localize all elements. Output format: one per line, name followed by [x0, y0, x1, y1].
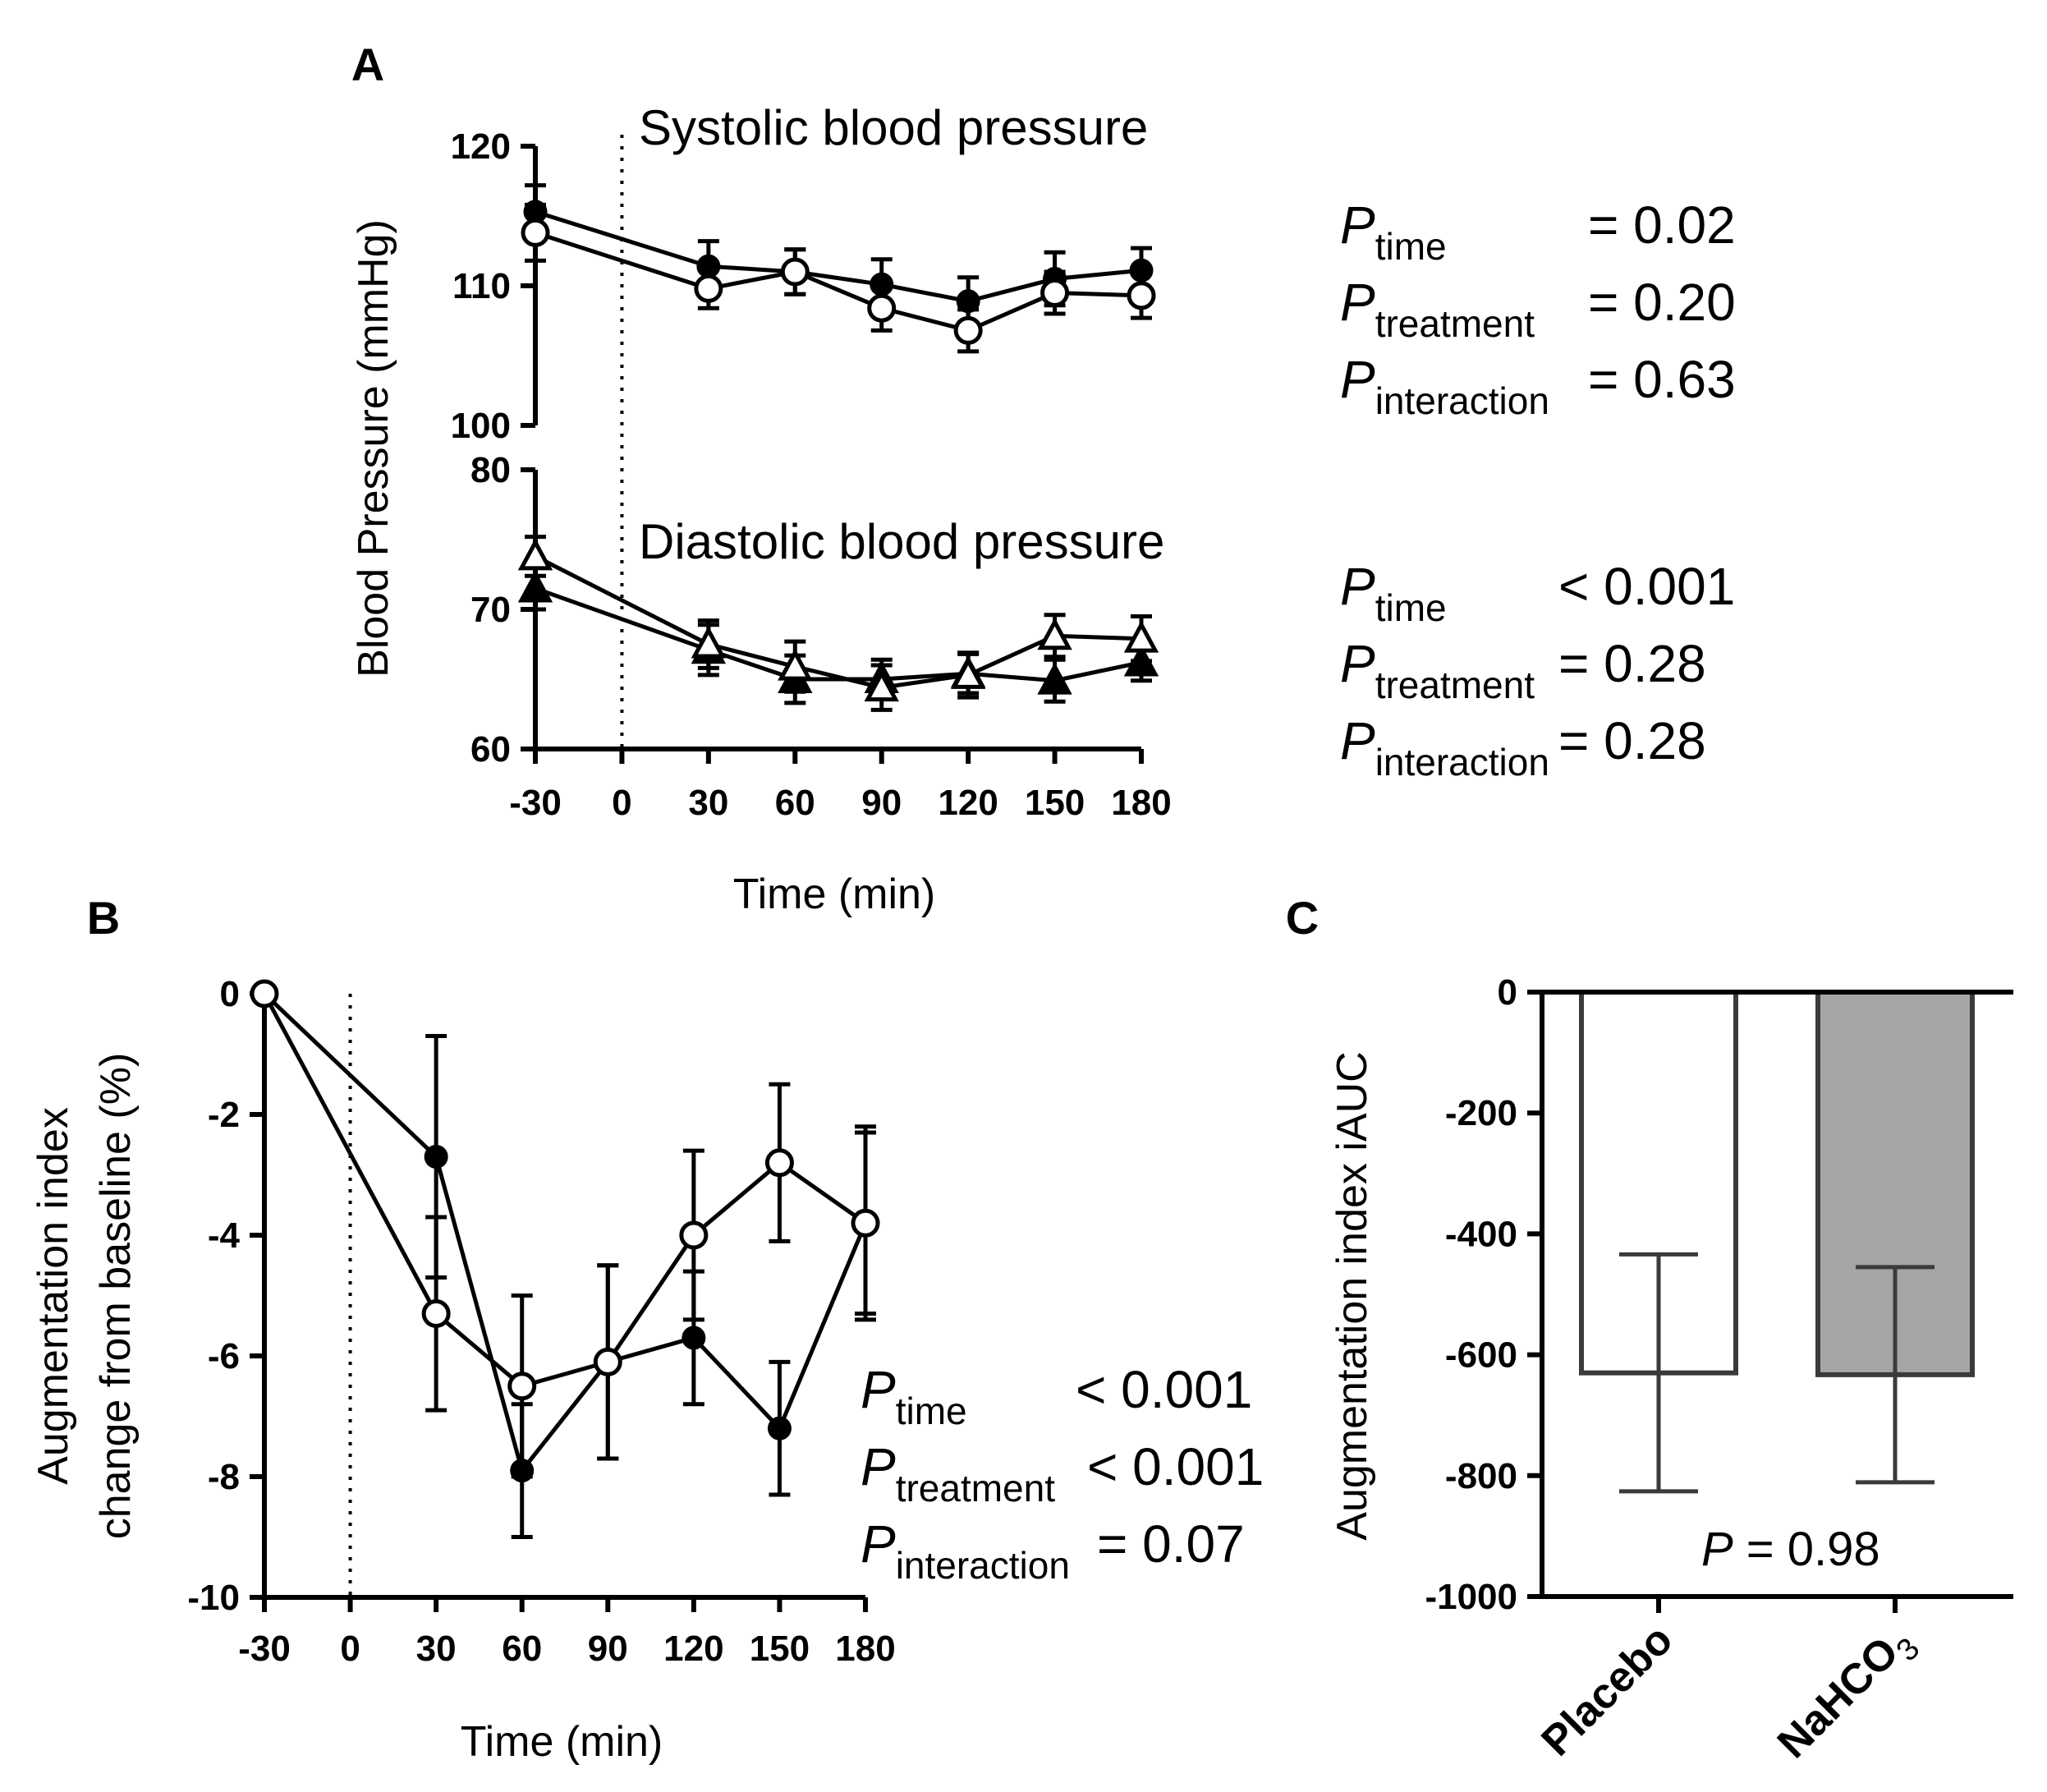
panel-b-x-tick-label: 0	[340, 1629, 360, 1669]
panel-a-label: A	[351, 39, 384, 90]
panel-b-y-tick-label: -2	[208, 1095, 240, 1135]
panel-a-diastolic-y-tick-label: 80	[470, 450, 511, 490]
panel-a-diastolic-point-open	[691, 626, 727, 659]
panel-b-stat-value-treatment: < 0.001	[1087, 1437, 1264, 1496]
panel-a-diastolic-stat-time: Ptime	[1340, 557, 1447, 629]
panel-c-category-nahco3: NaHCO3	[1769, 1615, 1926, 1773]
panel-a-systolic-stat-value-treatment: = 0.20	[1588, 273, 1736, 332]
panel-c-y-tick-label: -800	[1445, 1456, 1517, 1496]
panel-a-systolic-stat-time: Ptime	[1340, 195, 1447, 268]
panel-b-y-tick-label: -8	[208, 1457, 240, 1497]
panel-b-x-tick-label: 120	[663, 1629, 723, 1669]
panel-a-systolic-point-open	[694, 273, 723, 303]
panel-b-y-tick-label: -10	[187, 1578, 240, 1618]
panel-a-x-tick-label: 30	[688, 783, 728, 823]
panel-a-systolic-stat-value-interaction: = 0.63	[1588, 350, 1736, 409]
panel-c-category-placebo: Placebo	[1532, 1615, 1682, 1765]
panel-b-point-open	[593, 1347, 622, 1376]
panel-b-x-tick-label: 180	[835, 1629, 895, 1669]
panel-b-point-filled	[682, 1326, 706, 1350]
panel-c-y-label: Augmentation index iAUC	[1329, 1051, 1376, 1540]
panel-a-diastolic-point-open	[778, 648, 813, 681]
panel-b-x-tick-label: -30	[238, 1629, 291, 1669]
panel-a-diastolic-stat-treatment: Ptreatment	[1340, 634, 1535, 706]
panel-a-systolic-stat-interaction: Pinteraction	[1340, 350, 1549, 422]
panel-c-y-tick-label: -600	[1445, 1335, 1517, 1376]
panel-b-y-label-line1: Augmentation index	[30, 1107, 77, 1485]
panel-b-point-open	[679, 1220, 709, 1250]
panel-b-point-filled	[424, 1144, 448, 1169]
panel-b-stat-treatment: Ptreatment	[861, 1437, 1055, 1509]
panel-a-diastolic-stat-value-treatment: = 0.28	[1558, 634, 1706, 693]
panel-a-diastolic-y-tick-label: 70	[470, 590, 511, 630]
panel-a-diastolic-point-open	[864, 669, 899, 702]
panel-b-point-open	[421, 1299, 451, 1329]
panel-a-diastolic-point-open	[517, 538, 553, 571]
panel-a-diastolic-point-filled	[517, 570, 553, 603]
panel-a-x-tick-label: 0	[612, 783, 631, 823]
panel-a-diastolic-point-open	[1123, 620, 1159, 653]
panel-c-label: C	[1286, 892, 1319, 944]
panel-b-x-tick-label: 90	[588, 1629, 628, 1669]
panel-a-diastolic-y-tick-label: 60	[470, 729, 511, 770]
panel-a-systolic-y-tick-label: 110	[452, 266, 511, 306]
panel-b-x-tick-label: 150	[750, 1629, 810, 1669]
panel-a-systolic-stat-value-time: = 0.02	[1588, 195, 1736, 255]
panel-b-point-open	[851, 1208, 880, 1238]
panel-a-x-tick-label: 90	[861, 783, 902, 823]
panel-b-y-tick-label: -4	[208, 1215, 241, 1256]
panel-b-y-label-line2: change from baseline (%)	[92, 1053, 140, 1540]
panel-a-systolic-point-open	[867, 293, 897, 323]
panel-b-stat-value-interaction: = 0.07	[1097, 1514, 1245, 1574]
panel-a-systolic-point-open	[780, 257, 810, 287]
panel-b-y-tick-label: -6	[208, 1336, 240, 1376]
panel-b-x-tick-label: 30	[416, 1629, 457, 1669]
panel-b-x-tick-label: 60	[502, 1629, 542, 1669]
panel-b-stat-interaction: Pinteraction	[861, 1514, 1070, 1587]
panel-b-label: B	[87, 892, 120, 944]
panel-a-systolic-stat-treatment: Ptreatment	[1340, 273, 1535, 345]
panel-c-y-tick-label: -400	[1445, 1214, 1517, 1254]
panel-a-y-label: Blood Pressure (mmHg)	[350, 219, 397, 678]
panel-a-diastolic-point-filled	[1037, 662, 1072, 695]
panel-a-systolic-point-open	[1040, 278, 1070, 307]
panel-a-diastolic-stat-value-interaction: = 0.28	[1558, 711, 1706, 770]
panel-a-systolic-point-open	[1127, 281, 1156, 310]
panel-a-systolic-title: Systolic blood pressure	[639, 100, 1148, 155]
panel-b-point-open	[507, 1372, 537, 1401]
panel-b-x-label: Time (min)	[461, 1718, 663, 1766]
panel-a-diastolic-point-open	[1037, 618, 1072, 650]
panel-b-line-filled	[263, 992, 868, 1476]
panel-a-x-tick-label: 120	[938, 783, 998, 823]
panel-c-y-tick-label: 0	[1498, 972, 1517, 1013]
panel-a-systolic-y-tick-label: 120	[451, 126, 511, 167]
panel-b-point-open	[764, 1148, 794, 1178]
panel-a-diastolic-stat-value-time: < 0.001	[1558, 557, 1735, 616]
panel-b-y-tick-label: 0	[220, 974, 240, 1014]
panel-c-y-tick-label: -1000	[1425, 1577, 1517, 1617]
panel-b-point-open	[250, 979, 279, 1009]
panel-a-systolic-point-open	[953, 315, 983, 345]
panel-a-systolic-y-tick-label: 100	[451, 406, 511, 446]
panel-a-diastolic-point-open	[950, 656, 986, 689]
panel-c-p-value: P = 0.98	[1701, 1523, 1880, 1576]
panel-a-x-label: Time (min)	[733, 871, 936, 918]
panel-a-x-tick-label: -30	[509, 783, 562, 823]
panel-b-stat-value-time: < 0.001	[1076, 1360, 1252, 1419]
panel-a-diastolic-title: Diastolic blood pressure	[639, 514, 1164, 569]
panel-a-x-tick-label: 150	[1025, 783, 1085, 823]
panel-b-line-open	[262, 992, 867, 1389]
panel-a-systolic-point-open	[521, 218, 550, 247]
panel-a-x-tick-label: 180	[1111, 783, 1171, 823]
panel-a-diastolic-stat-interaction: Pinteraction	[1340, 711, 1549, 783]
panel-b-point-filled	[767, 1416, 792, 1440]
panel-a-x-tick-label: 60	[775, 783, 815, 823]
panel-c-y-tick-label: -200	[1445, 1093, 1517, 1133]
panel-b-stat-time: Ptime	[861, 1360, 967, 1432]
